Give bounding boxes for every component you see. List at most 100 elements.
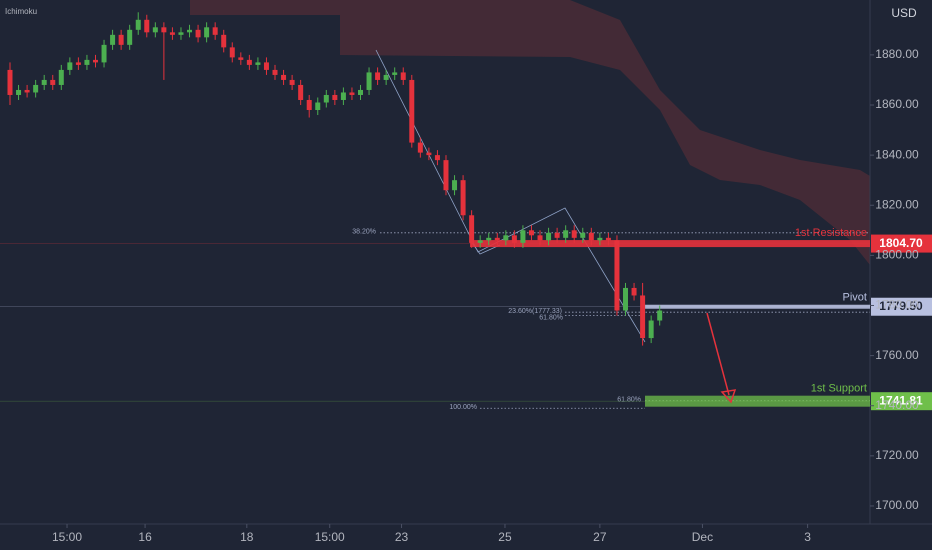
candle-body <box>605 237 611 241</box>
candle-body <box>546 232 552 241</box>
x-tick-label: 15:00 <box>315 530 345 544</box>
candle-body <box>84 59 90 65</box>
x-tick-label: 15:00 <box>52 530 82 544</box>
x-tick-label: 3 <box>804 530 811 544</box>
candle-body <box>477 240 483 243</box>
candle-body <box>332 94 338 100</box>
candle-body <box>16 89 22 95</box>
candle-body <box>306 99 312 111</box>
candle-body <box>212 27 218 35</box>
indicator-label: Ichimoku <box>5 7 37 16</box>
candle-body <box>486 237 492 241</box>
candle-body <box>187 29 193 33</box>
candle-body <box>494 237 500 241</box>
y-tick-label: 1700.00 <box>875 498 919 512</box>
candle-body <box>263 62 269 70</box>
candle-body <box>298 84 304 100</box>
forecast-arrow <box>706 312 730 396</box>
candle-body <box>640 295 646 339</box>
level-price-label: 1779.50 <box>879 299 923 313</box>
y-tick-label: 1780.00 <box>875 298 919 312</box>
candle-body <box>58 69 64 85</box>
y-tick-label: 1720.00 <box>875 448 919 462</box>
candle-body <box>92 59 98 63</box>
level-price-box <box>871 392 932 411</box>
x-tick-label: 16 <box>138 530 152 544</box>
candle-body <box>255 62 261 65</box>
level-band <box>645 395 870 407</box>
fib-label: 61.80% <box>539 314 563 321</box>
candle-body <box>426 152 432 156</box>
candle-body <box>349 92 355 95</box>
y-tick-label: 1740.00 <box>875 398 919 412</box>
candle-body <box>528 230 534 236</box>
candle-body <box>571 230 577 238</box>
x-tick-label: 25 <box>498 530 512 544</box>
candle-body <box>648 320 654 339</box>
candle-body <box>135 19 141 30</box>
level-price-label: 1804.70 <box>879 236 923 250</box>
zigzag-pattern <box>375 49 646 343</box>
candle-body <box>178 32 184 35</box>
candle-body <box>41 79 47 85</box>
candle-body <box>281 74 287 80</box>
candle-body <box>229 47 235 58</box>
candle-body <box>169 32 175 35</box>
candle-body <box>315 102 321 111</box>
y-tick-label: 1800.00 <box>875 248 919 262</box>
candle-body <box>623 287 629 311</box>
fib-label: 100.00% <box>449 404 477 411</box>
forecast-arrowhead <box>720 389 737 404</box>
y-tick-label: 1840.00 <box>875 147 919 161</box>
fib-label: 23.60%(1777.33) <box>508 308 562 315</box>
candle-body <box>392 72 398 75</box>
candle-body <box>554 232 560 238</box>
candle-body <box>67 62 73 70</box>
candle-body <box>144 19 150 33</box>
candle-body <box>246 59 252 65</box>
currency-label: USD <box>891 6 917 20</box>
candle-body <box>152 27 158 33</box>
candle-body <box>204 27 210 38</box>
candle-body <box>366 72 372 90</box>
x-tick-label: Dec <box>692 530 713 544</box>
candle-body <box>452 180 458 191</box>
level-price-box <box>871 297 932 316</box>
candle-body <box>443 160 449 191</box>
candle-body <box>75 62 81 65</box>
candle-body <box>357 89 363 95</box>
candle-body <box>563 230 569 238</box>
level-band <box>470 240 870 248</box>
x-tick-label: 18 <box>240 530 254 544</box>
y-tick-label: 1820.00 <box>875 197 919 211</box>
candle-body <box>503 235 509 241</box>
ichimoku-cloud <box>190 0 870 265</box>
candle-body <box>7 69 13 95</box>
candle-body <box>127 29 133 45</box>
candle-body <box>588 232 594 241</box>
candle-body <box>289 79 295 85</box>
candle-body <box>110 34 116 45</box>
candle-body <box>375 72 381 80</box>
candle-body <box>417 142 423 153</box>
level-name: 1st Resistance <box>795 227 867 239</box>
candle-body <box>161 27 167 33</box>
level-price-box <box>871 234 932 253</box>
candle-body <box>597 237 603 241</box>
candle-body <box>101 44 107 63</box>
candle-body <box>580 232 586 238</box>
candle-body <box>469 215 475 243</box>
level-name: 1st Support <box>811 383 867 395</box>
candle-body <box>50 79 56 85</box>
candle-body <box>195 29 201 38</box>
fib-label: 38.20% <box>352 229 376 236</box>
candle-body <box>272 69 278 75</box>
x-tick-label: 23 <box>395 530 409 544</box>
x-tick-label: 27 <box>593 530 607 544</box>
level-name: Pivot <box>843 292 867 304</box>
candle-body <box>631 287 637 296</box>
candle-body <box>537 235 543 241</box>
candle-body <box>383 74 389 80</box>
